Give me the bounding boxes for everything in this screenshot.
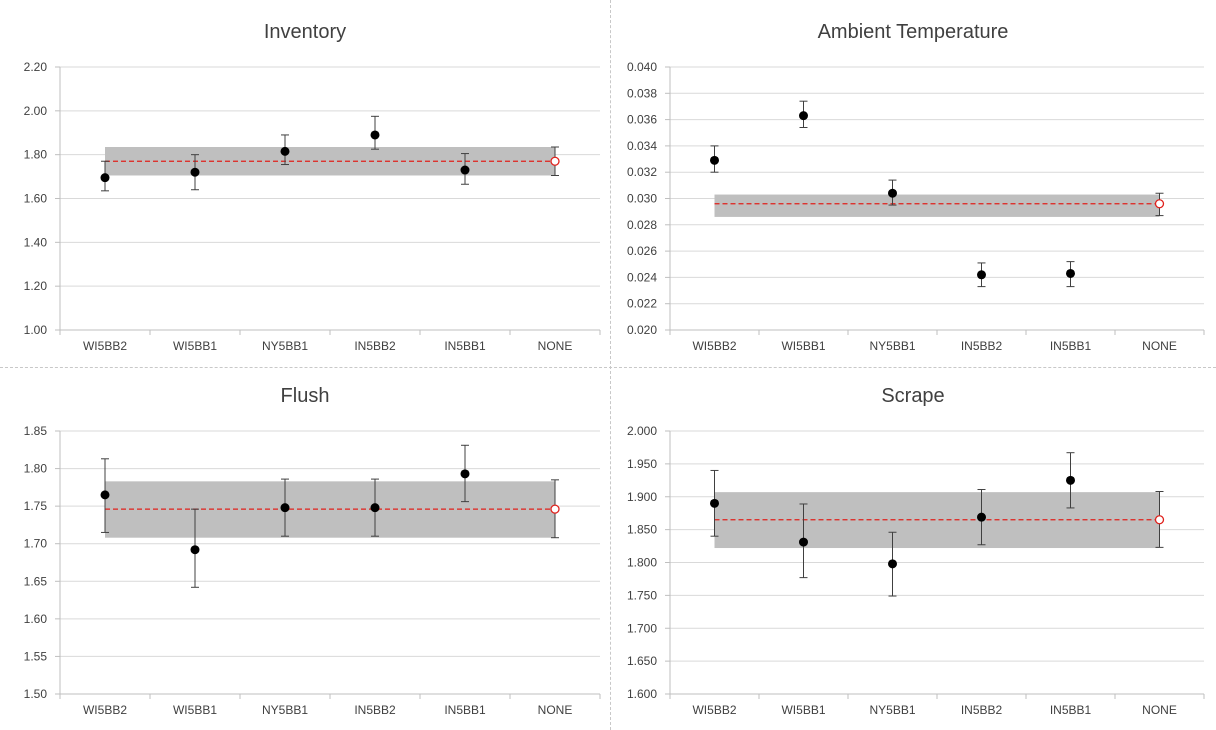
data-point [1066, 475, 1075, 485]
x-tick-label: WI5BB1 [173, 703, 217, 717]
panel-divider-vertical [610, 0, 611, 730]
data-point [190, 545, 200, 555]
x-tick-label: NONE [538, 339, 573, 353]
y-tick-label: 1.40 [24, 235, 48, 249]
y-tick-label: 1.70 [24, 537, 48, 551]
y-tick-label: 1.900 [627, 490, 657, 504]
chart-title: Inventory [264, 21, 346, 43]
reference-point [1154, 515, 1165, 525]
y-tick-label: 1.55 [24, 649, 48, 663]
data-point [888, 188, 897, 198]
chart-panel-scrape: Scrape 1.600 1.650 1.700 1.750 1.800 1.850 1.90… [610, 367, 1216, 730]
x-tick-label: WI5BB1 [781, 339, 825, 353]
x-tick-label: WI5BB1 [173, 339, 217, 353]
chart-panel-flush: Flush 1.50 1.55 1.60 1.65 1.70 1.75 1.80 1.85 WI5… [0, 367, 610, 730]
data-point [977, 512, 986, 522]
y-tick-label: 1.60 [24, 612, 48, 626]
x-tick-label: NY5BB1 [869, 703, 915, 717]
y-tick-label: 0.020 [627, 323, 657, 337]
x-tick-label: WI5BB2 [692, 339, 736, 353]
y-tick-label: 1.850 [627, 523, 657, 537]
x-tick-label: NY5BB1 [262, 339, 308, 353]
data-point [190, 167, 200, 177]
data-point [370, 130, 380, 140]
chart-panel-ambient-temperature: Ambient Temperature 0.020 0.022 0.024 0.026 0… [610, 0, 1216, 367]
y-tick-label: 1.950 [627, 457, 657, 471]
data-point [710, 155, 719, 165]
reference-point [550, 156, 560, 166]
data-point [460, 165, 470, 175]
x-tick-label: WI5BB2 [692, 703, 736, 717]
y-tick-label: 2.20 [24, 60, 48, 74]
y-tick-label: 1.85 [24, 424, 48, 438]
data-point [100, 173, 110, 183]
panel-divider-horizontal [0, 367, 1216, 368]
x-tick-label: IN5BB2 [354, 703, 396, 717]
y-tick-label: 1.00 [24, 323, 48, 337]
y-tick-label: 0.024 [627, 270, 657, 284]
chart-title: Flush [281, 385, 330, 407]
x-tick-label: IN5BB2 [961, 703, 1003, 717]
y-tick-label: 0.022 [627, 297, 657, 311]
y-tick-label: 1.50 [24, 687, 48, 701]
data-point [799, 537, 808, 547]
y-tick-label: 1.80 [24, 462, 48, 476]
chart-title: Ambient Temperature [818, 21, 1009, 43]
x-tick-label: IN5BB1 [444, 703, 486, 717]
data-point [977, 270, 986, 280]
y-tick-label: 2.00 [24, 104, 48, 118]
y-tick-label: 2.000 [627, 424, 657, 438]
x-tick-label: IN5BB2 [961, 339, 1003, 353]
x-tick-label: WI5BB1 [781, 703, 825, 717]
y-tick-label: 1.20 [24, 279, 48, 293]
y-tick-label: 0.036 [627, 113, 657, 127]
y-tick-label: 0.032 [627, 165, 657, 179]
y-tick-label: 1.80 [24, 148, 48, 162]
y-tick-label: 1.600 [627, 687, 657, 701]
data-point [888, 559, 897, 569]
data-point [280, 503, 290, 513]
y-tick-label: 1.65 [24, 574, 48, 588]
x-tick-label: NONE [538, 703, 573, 717]
x-tick-label: WI5BB2 [83, 703, 127, 717]
reference-band [714, 194, 1160, 217]
chart-panel-inventory: Inventory 1.00 1.20 1.40 1.60 1.80 2.00 2.20 WI5… [0, 0, 610, 367]
y-tick-label: 1.800 [627, 556, 657, 570]
data-point [460, 469, 470, 479]
x-tick-label: NONE [1142, 703, 1177, 717]
x-tick-label: NONE [1142, 339, 1177, 353]
x-tick-label: IN5BB2 [354, 339, 396, 353]
data-point [100, 490, 110, 500]
y-tick-label: 1.750 [627, 588, 657, 602]
y-tick-label: 1.700 [627, 621, 657, 635]
chart-flush: Flush 1.50 1.55 1.60 1.65 1.70 1.75 1.80 1.85 WI5… [24, 385, 601, 717]
y-tick-label: 1.650 [627, 654, 657, 668]
chart-ambient-temperature: Ambient Temperature 0.020 0.022 0.024 0.026 0… [627, 21, 1205, 353]
x-tick-label: WI5BB2 [83, 339, 127, 353]
data-point [280, 146, 290, 156]
y-tick-label: 0.028 [627, 218, 657, 232]
x-tick-label: NY5BB1 [869, 339, 915, 353]
chart-title: Scrape [881, 385, 944, 407]
x-tick-label: IN5BB1 [1050, 703, 1092, 717]
y-tick-label: 0.026 [627, 244, 657, 258]
y-tick-label: 0.030 [627, 192, 657, 206]
y-tick-label: 0.038 [627, 86, 657, 100]
data-point [1066, 268, 1075, 278]
reference-point [1154, 199, 1165, 209]
data-point [799, 111, 808, 121]
chart-scrape: Scrape 1.600 1.650 1.700 1.750 1.800 1.850 1.90… [627, 385, 1205, 717]
data-point [710, 498, 719, 508]
chart-inventory: Inventory 1.00 1.20 1.40 1.60 1.80 2.00 2.20 WI5… [24, 21, 601, 353]
x-tick-label: NY5BB1 [262, 703, 308, 717]
y-tick-label: 1.60 [24, 192, 48, 206]
y-tick-label: 1.75 [24, 499, 48, 513]
reference-point [550, 504, 560, 514]
x-tick-label: IN5BB1 [1050, 339, 1092, 353]
data-point [370, 503, 380, 513]
y-tick-label: 0.034 [627, 139, 657, 153]
x-tick-label: IN5BB1 [444, 339, 486, 353]
y-tick-label: 0.040 [627, 60, 657, 74]
